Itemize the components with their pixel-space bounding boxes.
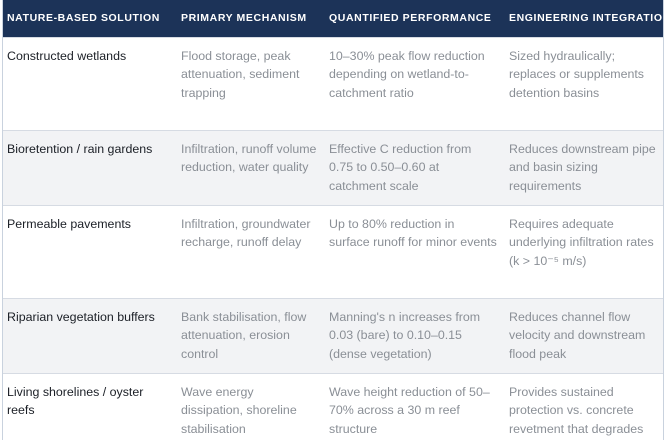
cell-integration: Requires adequate underlying infiltratio…	[503, 204, 663, 298]
table-row: Constructed wetlands Flood storage, peak…	[3, 36, 663, 130]
table-row: Permeable pavements Infiltration, ground…	[3, 204, 663, 298]
cell-solution: Riparian vegetation buffers	[3, 297, 175, 373]
table-body: Constructed wetlands Flood storage, peak…	[3, 36, 663, 440]
header-nature-based-solution: NATURE-BASED SOLUTION	[3, 0, 175, 37]
cell-performance: Up to 80% reduction in surface runoff fo…	[323, 204, 503, 298]
cell-mechanism: Flood storage, peak attenuation, sedimen…	[175, 36, 323, 130]
cell-performance: 10–30% peak flow reduction depending on …	[323, 36, 503, 130]
cell-performance: Wave height reduction of 50–70% across a…	[323, 372, 503, 440]
cell-mechanism: Wave energy dissipation, shoreline stabi…	[175, 372, 323, 440]
cell-integration: Sized hydraulically; replaces or supplem…	[503, 36, 663, 130]
cell-solution: Constructed wetlands	[3, 36, 175, 130]
cell-integration: Provides sustained protection vs. concre…	[503, 372, 663, 440]
header-row: NATURE-BASED SOLUTION PRIMARY MECHANISM …	[3, 0, 663, 37]
table-row: Riparian vegetation buffers Bank stabili…	[3, 297, 663, 373]
cell-integration: Reduces channel flow velocity and downst…	[503, 297, 663, 373]
cell-solution: Living shorelines / oyster reefs	[3, 372, 175, 440]
cell-mechanism: Infiltration, groundwater recharge, runo…	[175, 204, 323, 298]
nbs-table: NATURE-BASED SOLUTION PRIMARY MECHANISM …	[3, 0, 663, 440]
cell-solution: Permeable pavements	[3, 204, 175, 298]
table-row: Bioretention / rain gardens Infiltration…	[3, 129, 663, 205]
table-row: Living shorelines / oyster reefs Wave en…	[3, 372, 663, 440]
cell-solution: Bioretention / rain gardens	[3, 129, 175, 205]
cell-performance: Effective C reduction from 0.75 to 0.50–…	[323, 129, 503, 205]
cell-mechanism: Infiltration, runoff volume reduction, w…	[175, 129, 323, 205]
header-quantified-performance: QUANTIFIED PERFORMANCE	[323, 0, 503, 37]
cell-integration: Reduces downstream pipe and basin sizing…	[503, 129, 663, 205]
cell-mechanism: Bank stabilisation, flow attenuation, er…	[175, 297, 323, 373]
header-engineering-integration: ENGINEERING INTEGRATION	[503, 0, 663, 37]
header-primary-mechanism: PRIMARY MECHANISM	[175, 0, 323, 37]
table-header: NATURE-BASED SOLUTION PRIMARY MECHANISM …	[3, 0, 663, 37]
cell-performance: Manning's n increases from 0.03 (bare) t…	[323, 297, 503, 373]
